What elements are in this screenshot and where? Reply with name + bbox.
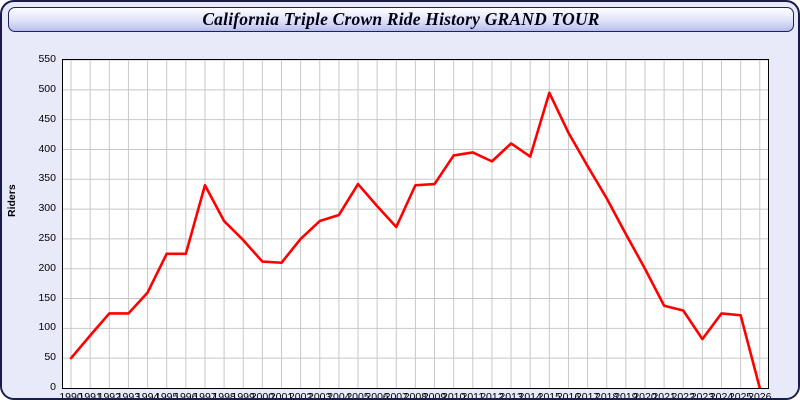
vertical-gridlines bbox=[70, 60, 761, 388]
y-axis-title: Riders bbox=[6, 184, 18, 217]
y-tick-label: 150 bbox=[38, 291, 56, 304]
x-tick-label: 1994 bbox=[135, 391, 160, 400]
y-tick-label: 250 bbox=[38, 231, 56, 244]
x-tick-label: 2020 bbox=[633, 391, 657, 400]
x-tick-label: 2015 bbox=[537, 391, 561, 400]
x-tick-label: 1991 bbox=[78, 391, 102, 400]
x-tick-label: 2018 bbox=[595, 391, 619, 400]
y-tick-label: 200 bbox=[38, 261, 56, 274]
x-tick-label: 2006 bbox=[365, 391, 389, 400]
x-tick-label: 2025 bbox=[728, 391, 753, 400]
x-axis-ticks: 1990 1991 1992 1993 1994 1995 1996 1997 1998 1999… bbox=[59, 391, 772, 400]
y-tick-label: 100 bbox=[38, 321, 56, 334]
y-tick-label: 350 bbox=[38, 172, 56, 185]
x-tick-label: 2005 bbox=[346, 391, 370, 400]
x-tick-label: 2013 bbox=[499, 391, 523, 400]
y-tick-label: 450 bbox=[38, 112, 56, 125]
x-tick-label: 2003 bbox=[308, 391, 332, 400]
y-tick-label: 550 bbox=[38, 53, 56, 65]
x-tick-label: 2004 bbox=[327, 391, 351, 400]
y-tick-label: 50 bbox=[44, 351, 56, 364]
x-tick-label: 2002 bbox=[288, 391, 313, 400]
x-tick-label: 1996 bbox=[174, 391, 198, 400]
x-tick-label: 2009 bbox=[422, 391, 447, 400]
window-titlebar: California Triple Crown Ride History GRA… bbox=[8, 7, 794, 32]
y-tick-label: 0 bbox=[50, 381, 56, 393]
x-tick-label: 1997 bbox=[193, 391, 217, 400]
x-tick-label: 1993 bbox=[116, 391, 141, 400]
x-tick-label: 2011 bbox=[461, 391, 485, 400]
x-tick-label: 2024 bbox=[709, 391, 734, 400]
x-tick-label: 1999 bbox=[231, 391, 255, 400]
y-tick-label: 300 bbox=[38, 202, 56, 215]
line-chart-svg bbox=[63, 60, 768, 388]
x-tick-label: 1995 bbox=[155, 391, 179, 400]
x-tick-label: 1998 bbox=[212, 391, 236, 400]
x-tick-label: 2008 bbox=[403, 391, 428, 400]
page-title: California Triple Crown Ride History GRA… bbox=[202, 9, 600, 29]
x-tick-label: 2000 bbox=[250, 391, 275, 400]
x-tick-label: 2026 bbox=[748, 391, 772, 400]
x-tick-label: 2019 bbox=[614, 391, 638, 400]
riders-line-series bbox=[69, 91, 762, 388]
y-axis-ticks: 0 50 100 150 200 250 300 350 400 450 500 550 bbox=[18, 53, 56, 393]
y-tick-label: 400 bbox=[38, 142, 56, 155]
x-tick-label: 2012 bbox=[480, 391, 504, 400]
x-tick-label: 1990 bbox=[59, 391, 83, 400]
x-tick-label: 2021 bbox=[652, 391, 676, 400]
x-tick-label: 2017 bbox=[575, 391, 600, 400]
x-tick-label: 2022 bbox=[671, 391, 695, 400]
horizontal-gridlines bbox=[63, 60, 768, 359]
x-tick-label: 2016 bbox=[556, 391, 581, 400]
plot-area bbox=[62, 59, 769, 389]
x-tick-label: 2010 bbox=[442, 391, 466, 400]
x-tick-label: 1992 bbox=[97, 391, 121, 400]
x-tick-label: 2001 bbox=[269, 391, 294, 400]
x-tick-label: 2023 bbox=[690, 391, 715, 400]
chart-canvas: Riders 0 50 100 150 200 250 300 350 400 450 500 550… bbox=[2, 35, 798, 400]
x-tick-label: 2007 bbox=[384, 391, 408, 400]
y-tick-label: 500 bbox=[38, 82, 56, 95]
x-tick-label: 2014 bbox=[518, 391, 542, 400]
